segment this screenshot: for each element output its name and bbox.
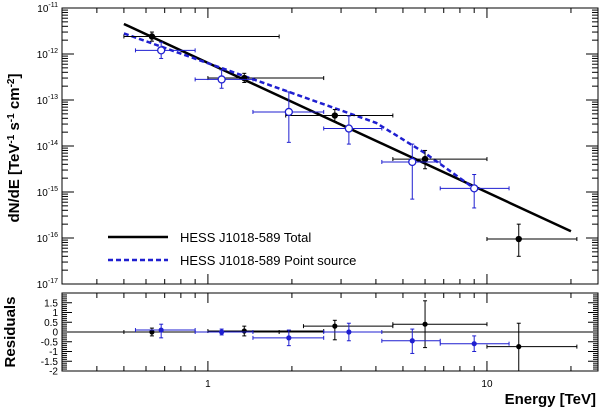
spectrum-y-tick-label: 10-11	[37, 2, 58, 15]
data-point-point-source	[284, 107, 293, 117]
residual-point-total	[516, 344, 522, 350]
residual-point-point-source	[409, 338, 415, 344]
residual-point-point-source	[471, 341, 477, 347]
spectrum-y-tick-label: 10-12	[37, 48, 58, 61]
data-point-point-source	[217, 75, 226, 84]
data-point-total	[148, 33, 156, 40]
spectrum-y-tick-label: 10-17	[37, 278, 58, 291]
residuals-y-tick-label: 0	[52, 328, 58, 339]
residuals-y-tick-label: -1.5	[41, 357, 59, 368]
residuals-y-tick-label: 0.5	[44, 318, 58, 329]
residual-point-point-source	[346, 329, 352, 335]
spectrum-y-tick-label: 10-16	[37, 232, 58, 245]
spectrum-ticks	[61, 8, 598, 285]
residuals-y-tick-label: 1.5	[44, 298, 58, 309]
x-tick-label: 10	[481, 379, 493, 390]
residuals-y-tick-label: -2	[49, 367, 58, 378]
residuals-y-tick-label: 1	[52, 308, 58, 319]
spectrum-y-axis-label: dN/dE [TeV-1 s-1 cm-2]	[6, 74, 23, 223]
residuals-y-tick-labels: 1.510.50-0.5-1-1.5-2	[41, 298, 59, 377]
data-point-total	[421, 155, 429, 163]
data-point-point-source	[408, 157, 417, 167]
spectrum-y-tick-labels: 10-11 10-12 10-13 10-14 10-15 10-16 10-17	[37, 2, 58, 291]
legend-label-point-source: HESS J1018-589 Point source	[180, 253, 356, 268]
x-tick-label: 1	[205, 379, 211, 390]
data-point-total	[241, 74, 248, 82]
residuals-panel: 1.510.50-0.5-1-1.5-2 1 10 Residuals Energ…	[2, 292, 599, 408]
spectrum-frame	[61, 7, 599, 285]
data-point-point-source	[470, 184, 479, 193]
residual-point-total	[241, 328, 247, 334]
spectrum-panel: 10-11 10-12 10-13 10-14 10-15 10-16 10-17 dN/d…	[6, 2, 599, 291]
residuals-series	[123, 300, 578, 372]
fit-line-point-source	[123, 32, 475, 190]
data-point-point-source	[157, 46, 166, 55]
legend-label-total: HESS J1018-589 Total	[180, 230, 311, 245]
data-point-total	[515, 235, 522, 243]
residual-point-total	[332, 323, 338, 329]
x-axis-label: Energy [TeV]	[505, 391, 596, 408]
data-point-total	[331, 112, 339, 119]
x-tick-labels: 1 10	[205, 379, 493, 390]
residual-point-point-source	[219, 329, 225, 335]
legend: HESS J1018-589 Total HESS J1018-589 Poin…	[108, 230, 356, 268]
residuals-y-tick-label: -1	[49, 347, 58, 358]
spectrum-series	[123, 22, 578, 257]
spectrum-y-tick-label: 10-14	[37, 140, 58, 153]
residual-point-total	[422, 321, 428, 327]
spectrum-y-tick-label: 10-15	[37, 186, 58, 199]
residual-point-point-source	[286, 335, 292, 341]
residual-point-total	[149, 329, 155, 335]
data-point-point-source	[344, 124, 354, 133]
spectrum-y-tick-label: 10-13	[37, 94, 58, 107]
residuals-y-tick-label: -0.5	[41, 337, 59, 348]
residual-point-point-source	[158, 327, 164, 333]
residuals-y-axis-label: Residuals	[2, 297, 19, 368]
